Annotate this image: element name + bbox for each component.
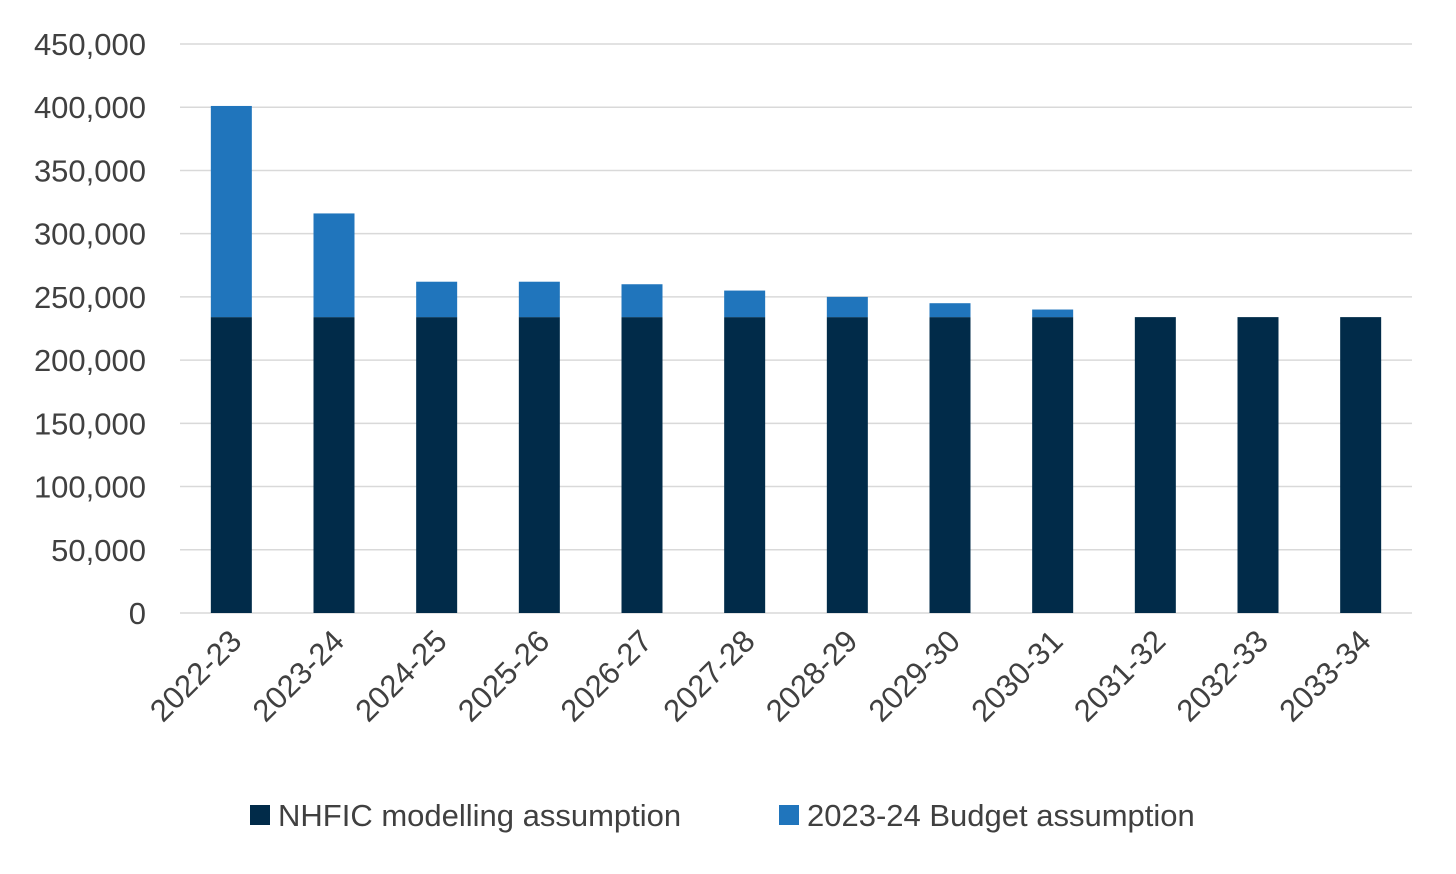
bar-segment-nhfic — [826, 317, 868, 613]
x-axis: 2022-232023-242024-252025-262026-272027-… — [143, 623, 1378, 728]
y-tick-label: 350,000 — [34, 153, 146, 188]
bar-segment-budget — [724, 290, 766, 318]
gridlines — [180, 43, 1412, 614]
y-axis: 0 50,000 100,000 150,000 200,000 250,000 300,0… — [34, 27, 146, 631]
bar-segment-nhfic — [1032, 317, 1074, 613]
bar-segment-nhfic — [416, 317, 458, 613]
x-tick-label: 2032-33 — [1170, 623, 1275, 728]
x-tick-label: 2029-30 — [862, 623, 967, 728]
x-tick-label: 2023-24 — [246, 623, 351, 728]
bar-segment-nhfic — [1237, 317, 1279, 613]
y-tick-label: 0 — [129, 596, 146, 631]
bar-segment-budget — [210, 105, 252, 318]
x-tick-label: 2030-31 — [964, 623, 1069, 728]
bar-segment-nhfic — [518, 317, 560, 613]
bar-segment-nhfic — [1340, 317, 1382, 613]
bar-segment-nhfic — [724, 317, 766, 613]
y-tick-label: 200,000 — [34, 343, 146, 378]
x-tick-label: 2025-26 — [451, 623, 556, 728]
bar-segment-nhfic — [1134, 317, 1176, 613]
legend-label-budget: 2023-24 Budget assumption — [807, 798, 1195, 833]
x-tick-label: 2026-27 — [554, 623, 659, 728]
bar-segment-budget — [518, 281, 560, 318]
x-tick-label: 2027-28 — [656, 623, 761, 728]
bar-segment-budget — [621, 284, 663, 318]
bar-segment-budget — [929, 303, 971, 318]
y-tick-label: 400,000 — [34, 90, 146, 125]
legend-swatch-nhfic — [250, 805, 270, 825]
legend-label-nhfic: NHFIC modelling assumption — [278, 798, 681, 833]
y-tick-label: 150,000 — [34, 406, 146, 441]
bar-segment-nhfic — [621, 317, 663, 613]
y-tick-label: 100,000 — [34, 470, 146, 505]
x-tick-label: 2028-29 — [759, 623, 864, 728]
bars — [210, 105, 1382, 613]
legend: NHFIC modelling assumption 2023-24 Budget… — [250, 798, 1195, 833]
x-tick-label: 2031-32 — [1067, 623, 1172, 728]
bar-segment-budget — [1032, 309, 1074, 318]
x-tick-label: 2024-25 — [348, 623, 453, 728]
bar-segment-budget — [313, 213, 355, 318]
bar-segment-nhfic — [313, 317, 355, 613]
y-tick-label: 300,000 — [34, 217, 146, 252]
y-tick-label: 50,000 — [51, 533, 146, 568]
y-tick-label: 450,000 — [34, 27, 146, 62]
bar-segment-budget — [416, 281, 458, 318]
bar-segment-nhfic — [210, 317, 252, 613]
bar-segment-budget — [826, 296, 868, 318]
bar-segment-nhfic — [929, 317, 971, 613]
x-tick-label: 2022-23 — [143, 623, 248, 728]
y-tick-label: 250,000 — [34, 280, 146, 315]
legend-swatch-budget — [779, 805, 799, 825]
x-tick-label: 2033-34 — [1272, 623, 1377, 728]
